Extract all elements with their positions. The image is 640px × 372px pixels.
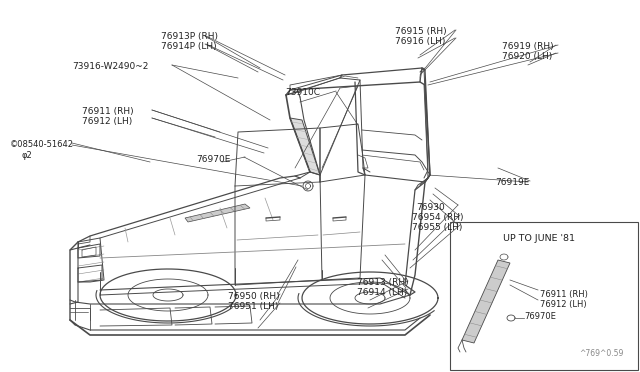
Text: 76919 (RH): 76919 (RH) — [502, 42, 554, 51]
Text: 76970E: 76970E — [524, 312, 556, 321]
Text: 76916 (LH): 76916 (LH) — [395, 37, 445, 46]
Text: 76951 (LH): 76951 (LH) — [228, 302, 278, 311]
Polygon shape — [462, 260, 510, 343]
Text: UP TO JUNE '81: UP TO JUNE '81 — [503, 234, 575, 243]
Text: 76950 (RH): 76950 (RH) — [228, 292, 280, 301]
Text: 73916-W2490~2: 73916-W2490~2 — [72, 62, 148, 71]
Bar — [450, 222, 638, 370]
Text: ©08540-51642: ©08540-51642 — [10, 140, 74, 149]
Text: 76914 (LH): 76914 (LH) — [357, 288, 407, 297]
Text: 76913 (RH): 76913 (RH) — [357, 278, 408, 287]
Text: ^769^0.59: ^769^0.59 — [580, 349, 624, 358]
Text: 76913P (RH): 76913P (RH) — [161, 32, 218, 41]
Text: 76911 (RH): 76911 (RH) — [82, 107, 134, 116]
Text: 76912 (LH): 76912 (LH) — [82, 117, 132, 126]
Text: φ2: φ2 — [22, 151, 33, 160]
Text: 73910C: 73910C — [285, 88, 320, 97]
Text: 76911 (RH): 76911 (RH) — [540, 290, 588, 299]
Text: 76912 (LH): 76912 (LH) — [540, 300, 587, 309]
Text: 76914P (LH): 76914P (LH) — [161, 42, 216, 51]
Text: 76955 (LH): 76955 (LH) — [412, 223, 462, 232]
Polygon shape — [290, 118, 320, 175]
Text: 76920 (LH): 76920 (LH) — [502, 52, 552, 61]
Text: 76970E: 76970E — [196, 155, 230, 164]
Text: 76954 (RH): 76954 (RH) — [412, 213, 463, 222]
Text: 76930: 76930 — [416, 203, 445, 212]
Polygon shape — [185, 204, 250, 222]
Text: 76915 (RH): 76915 (RH) — [395, 27, 447, 36]
Text: 76919E: 76919E — [495, 178, 529, 187]
